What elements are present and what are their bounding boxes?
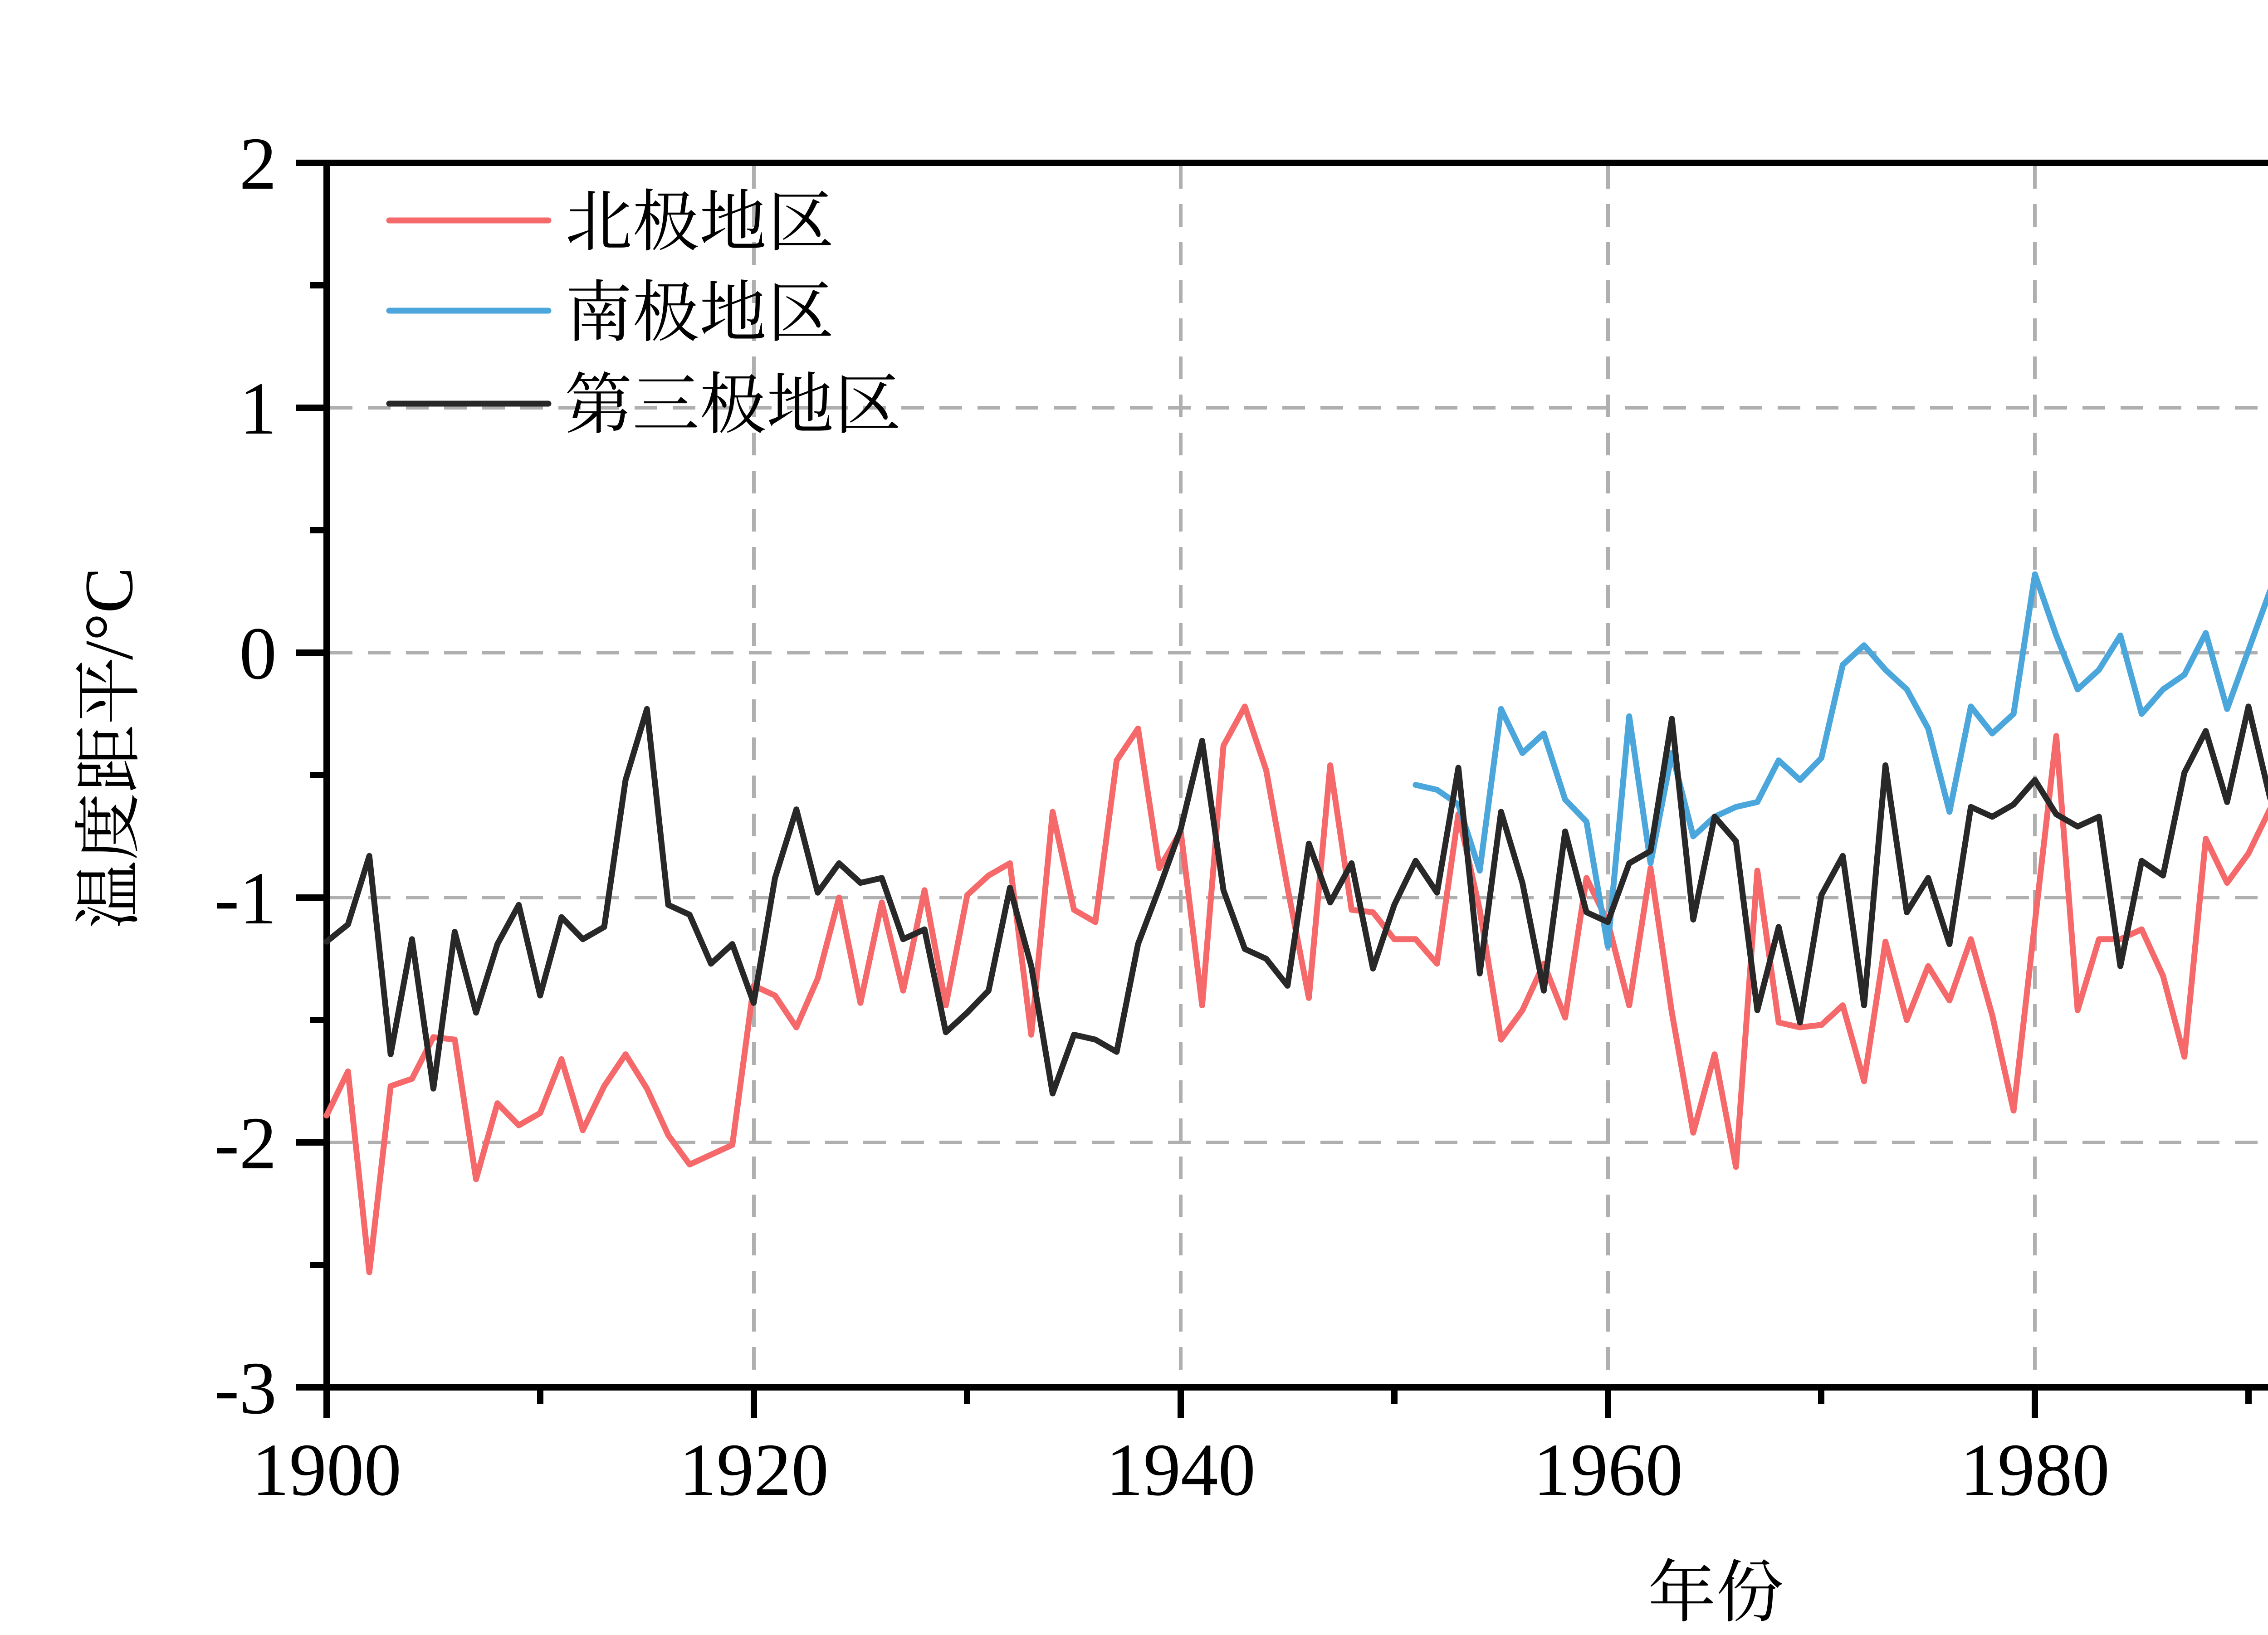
svg-text:2: 2 <box>240 122 277 205</box>
svg-text:1920: 1920 <box>679 1428 829 1511</box>
svg-text:-3: -3 <box>215 1347 277 1430</box>
svg-text:-2: -2 <box>215 1102 277 1185</box>
svg-text:1940: 1940 <box>1106 1428 1256 1511</box>
svg-text:1960: 1960 <box>1533 1428 1683 1511</box>
svg-text:1900: 1900 <box>252 1428 401 1511</box>
svg-text:1: 1 <box>240 367 277 450</box>
svg-text:0: 0 <box>240 612 277 695</box>
svg-text:/°C: /°C <box>71 567 147 660</box>
svg-text:1980: 1980 <box>1960 1428 2110 1511</box>
svg-text:-1: -1 <box>215 857 277 940</box>
